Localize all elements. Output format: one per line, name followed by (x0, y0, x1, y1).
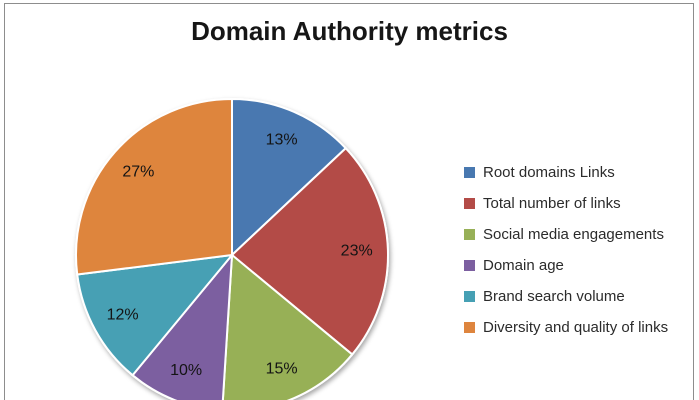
pie-percent-label: 10% (170, 362, 202, 379)
pie-slice-3 (221, 252, 354, 400)
pie-slice-1 (231, 97, 348, 258)
chart-title: Domain Authority metrics (191, 16, 508, 46)
pie-slice-6 (75, 97, 233, 276)
legend-swatch-icon (464, 259, 475, 271)
pie-slice-4 (131, 251, 234, 400)
legend-swatch-icon (464, 197, 475, 209)
legend-item: Total number of links (464, 191, 668, 215)
legend-label: Brand search volume (483, 287, 625, 305)
legend-swatch-icon (464, 228, 475, 240)
pie-percent-label: 15% (266, 361, 298, 378)
pie-percent-label: 23% (341, 242, 373, 259)
pie-slice-2 (230, 146, 389, 356)
pie-percent-label: 13% (266, 132, 298, 149)
legend-label: Domain age (483, 256, 564, 274)
legend-item: Social media engagements (464, 222, 668, 246)
legend-item: Diversity and quality of links (464, 315, 668, 339)
legend-item: Root domains Links (464, 160, 668, 184)
legend: Root domains Links Total number of links S… (464, 160, 668, 346)
legend-label: Root domains Links (483, 163, 615, 181)
pie-slice-5 (76, 253, 235, 377)
legend-label: Diversity and quality of links (483, 318, 669, 336)
legend-item: Domain age (464, 253, 668, 277)
pie-percent-label: 27% (122, 164, 154, 181)
legend-item: Brand search volume (464, 284, 668, 308)
legend-swatch-icon (464, 321, 475, 333)
legend-swatch-icon (464, 290, 475, 302)
legend-label: Total number of links (483, 194, 621, 212)
pie-percent-label: 12% (107, 306, 139, 323)
legend-swatch-icon (464, 166, 475, 178)
legend-label: Social media engagements (483, 225, 664, 243)
